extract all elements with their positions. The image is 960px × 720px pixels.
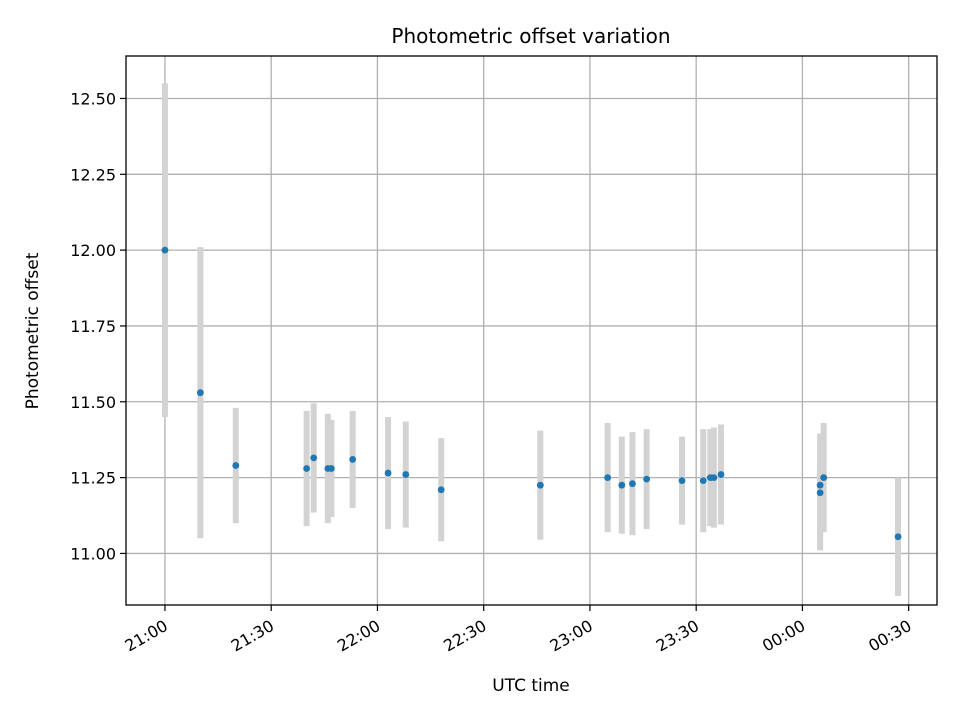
data-point (349, 456, 357, 463)
y-tick-label: 11.75 (70, 317, 116, 336)
data-point (717, 471, 725, 478)
data-point (643, 475, 650, 483)
y-tick-label: 11.00 (70, 544, 116, 563)
data-point (384, 469, 392, 477)
data-point (894, 533, 902, 541)
data-point (402, 471, 410, 478)
data-point (816, 481, 824, 489)
data-point (629, 480, 636, 488)
data-point (816, 489, 824, 497)
data-point (678, 477, 686, 485)
x-tick-label: 23:30 (653, 616, 702, 656)
data-point (161, 246, 169, 254)
chart-title: Photometric offset variation (391, 24, 670, 48)
x-tick-label: 22:30 (440, 616, 489, 656)
data-point (536, 481, 544, 489)
data-point (710, 474, 718, 482)
data-point (604, 474, 612, 482)
data-point (196, 389, 204, 397)
x-tick-label: 23:00 (547, 616, 596, 656)
error-bars (161, 83, 902, 596)
data-point (328, 465, 335, 472)
data-point (699, 477, 707, 485)
x-axis-label: UTC time (492, 676, 570, 696)
data-point (303, 465, 311, 472)
x-axis-ticks: 21:00 21:30 22:00 22:30 23:00 23:30 00:00 00:30 (122, 605, 915, 656)
y-tick-label: 11.50 (70, 393, 116, 412)
x-tick-label: 22:00 (334, 616, 383, 656)
x-tick-label: 00:00 (759, 616, 808, 656)
y-axis-ticks: 11.00 11.25 11.50 11.75 12.00 12.25 12.50 (70, 89, 126, 563)
data-point (437, 486, 445, 494)
x-tick-label: 00:30 (865, 616, 914, 656)
y-tick-label: 12.25 (70, 165, 116, 184)
x-tick-label: 21:30 (228, 616, 277, 656)
data-points (161, 246, 902, 541)
x-tick-label: 21:00 (122, 616, 171, 656)
y-tick-label: 12.00 (70, 241, 116, 260)
data-point (820, 474, 828, 482)
data-point (310, 454, 318, 462)
grid (126, 56, 937, 605)
plot-frame (125, 55, 938, 606)
data-point (618, 481, 626, 489)
y-tick-label: 11.25 (70, 469, 116, 488)
data-point (232, 462, 240, 469)
y-axis-label: Photometric offset (23, 252, 43, 409)
y-tick-label: 12.50 (70, 89, 116, 108)
